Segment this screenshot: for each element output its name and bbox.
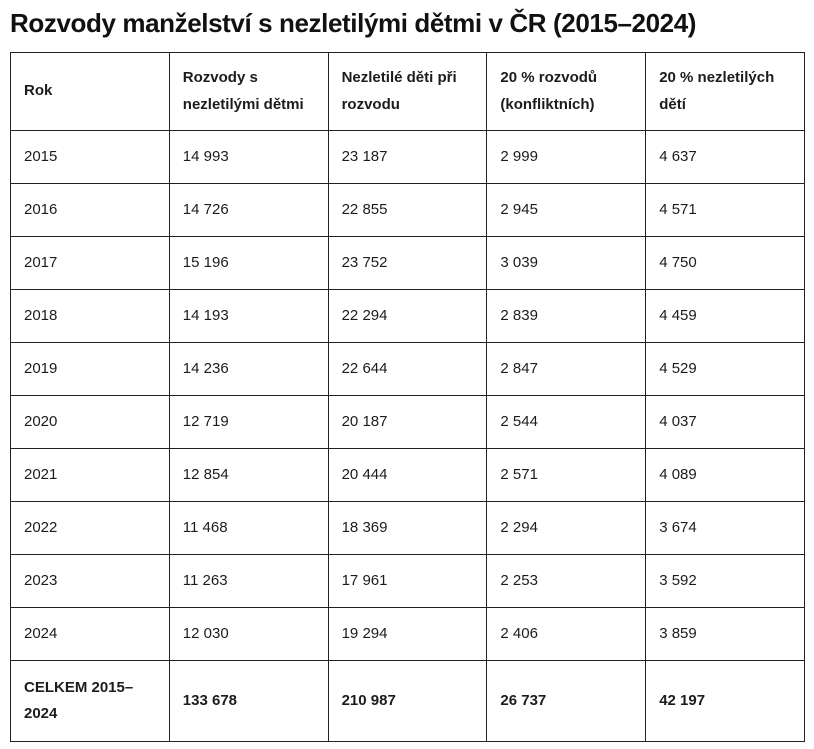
table-cell: 2 999 bbox=[486, 130, 647, 184]
table-cell: 14 193 bbox=[168, 289, 329, 343]
table-cell: 3 039 bbox=[486, 236, 647, 290]
table-row-2021: 2021 12 854 20 444 2 571 4 089 bbox=[10, 448, 805, 502]
table-row-2024: 2024 12 030 19 294 2 406 3 859 bbox=[10, 607, 805, 661]
total-cell: 210 987 bbox=[327, 660, 488, 742]
column-header-nezletile-deti: Nezletilé děti při rozvodu bbox=[327, 52, 488, 131]
table-cell: 2 294 bbox=[486, 501, 647, 555]
table-cell: 4 529 bbox=[645, 342, 805, 396]
table-cell: 2 406 bbox=[486, 607, 647, 661]
table-cell: 22 294 bbox=[327, 289, 488, 343]
table-cell: 20 444 bbox=[327, 448, 488, 502]
page-title: Rozvody manželství s nezletilými dětmi v… bbox=[10, 8, 697, 38]
total-cell: 133 678 bbox=[168, 660, 329, 742]
table-row-2020: 2020 12 719 20 187 2 544 4 037 bbox=[10, 395, 805, 449]
table-cell: 4 750 bbox=[645, 236, 805, 290]
table-cell: 19 294 bbox=[327, 607, 488, 661]
table-cell: 12 030 bbox=[168, 607, 329, 661]
year-cell: 2022 bbox=[10, 501, 170, 555]
table-cell: 4 459 bbox=[645, 289, 805, 343]
table-row-2018: 2018 14 193 22 294 2 839 4 459 bbox=[10, 289, 805, 343]
table-cell: 4 571 bbox=[645, 183, 805, 237]
year-cell: 2016 bbox=[10, 183, 170, 237]
total-row: CELKEM 2015–2024 133 678 210 987 26 737 … bbox=[10, 660, 805, 742]
table-cell: 2 839 bbox=[486, 289, 647, 343]
year-cell: 2023 bbox=[10, 554, 170, 608]
table-cell: 14 993 bbox=[168, 130, 329, 184]
table-cell: 3 592 bbox=[645, 554, 805, 608]
table-cell: 2 945 bbox=[486, 183, 647, 237]
year-cell: 2015 bbox=[10, 130, 170, 184]
table-cell: 12 854 bbox=[168, 448, 329, 502]
year-cell: 2018 bbox=[10, 289, 170, 343]
column-header-rok: Rok bbox=[10, 52, 170, 131]
year-cell: 2021 bbox=[10, 448, 170, 502]
table-cell: 14 726 bbox=[168, 183, 329, 237]
table-cell: 17 961 bbox=[327, 554, 488, 608]
table-cell: 23 752 bbox=[327, 236, 488, 290]
table-row-2017: 2017 15 196 23 752 3 039 4 750 bbox=[10, 236, 805, 290]
total-label-cell: CELKEM 2015–2024 bbox=[10, 660, 170, 742]
header-row: Rok Rozvody s nezletilými dětmi Nezletil… bbox=[10, 52, 805, 131]
table-cell: 12 719 bbox=[168, 395, 329, 449]
year-cell: 2017 bbox=[10, 236, 170, 290]
table-cell: 22 855 bbox=[327, 183, 488, 237]
table-cell: 4 089 bbox=[645, 448, 805, 502]
table-row-2016: 2016 14 726 22 855 2 945 4 571 bbox=[10, 183, 805, 237]
table-cell: 15 196 bbox=[168, 236, 329, 290]
table-cell: 2 253 bbox=[486, 554, 647, 608]
table-cell: 14 236 bbox=[168, 342, 329, 396]
table-row-2019: 2019 14 236 22 644 2 847 4 529 bbox=[10, 342, 805, 396]
table-cell: 20 187 bbox=[327, 395, 488, 449]
table-row-2023: 2023 11 263 17 961 2 253 3 592 bbox=[10, 554, 805, 608]
table-cell: 3 859 bbox=[645, 607, 805, 661]
table-cell: 2 544 bbox=[486, 395, 647, 449]
table-cell: 11 468 bbox=[168, 501, 329, 555]
table-cell: 11 263 bbox=[168, 554, 329, 608]
table-row-2015: 2015 14 993 23 187 2 999 4 637 bbox=[10, 130, 805, 184]
table-cell: 4 037 bbox=[645, 395, 805, 449]
table-cell: 18 369 bbox=[327, 501, 488, 555]
divorce-statistics-table: Rok Rozvody s nezletilými dětmi Nezletil… bbox=[10, 52, 805, 742]
year-cell: 2020 bbox=[10, 395, 170, 449]
table-cell: 4 637 bbox=[645, 130, 805, 184]
table-cell: 23 187 bbox=[327, 130, 488, 184]
table-row-2022: 2022 11 468 18 369 2 294 3 674 bbox=[10, 501, 805, 555]
table-cell: 22 644 bbox=[327, 342, 488, 396]
total-cell: 26 737 bbox=[486, 660, 647, 742]
column-header-rozvody: Rozvody s nezletilými dětmi bbox=[168, 52, 329, 131]
year-cell: 2019 bbox=[10, 342, 170, 396]
table-cell: 2 847 bbox=[486, 342, 647, 396]
table-cell: 2 571 bbox=[486, 448, 647, 502]
year-cell: 2024 bbox=[10, 607, 170, 661]
column-header-20pct-rozvodu: 20 % rozvodů (konfliktních) bbox=[486, 52, 647, 131]
table-cell: 3 674 bbox=[645, 501, 805, 555]
total-cell: 42 197 bbox=[645, 660, 805, 742]
column-header-20pct-deti: 20 % nezletilých dětí bbox=[645, 52, 805, 131]
